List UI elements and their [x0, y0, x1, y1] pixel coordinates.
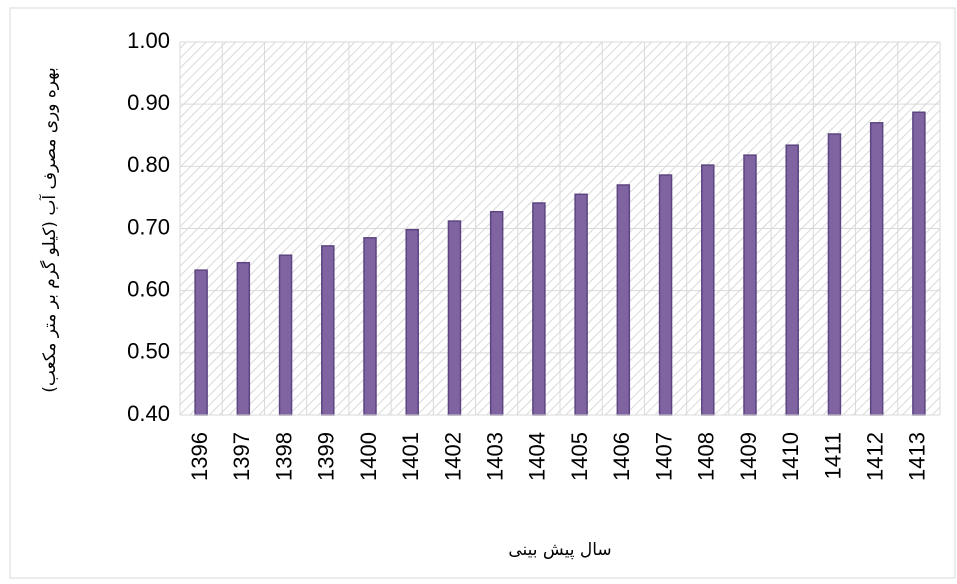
- x-axis-title: سال پیش بینی: [508, 540, 611, 560]
- y-tick-label: 0.50: [127, 339, 170, 364]
- bar: [278, 254, 293, 416]
- bar: [658, 174, 673, 416]
- bar: [236, 261, 251, 416]
- bar: [701, 164, 715, 416]
- bar: [194, 269, 208, 416]
- bar: [363, 237, 377, 416]
- bar: [785, 144, 799, 416]
- bar: [321, 245, 335, 416]
- y-axis-title: بهره وری مصرف آب (کیلو گرم بر متر مکعب): [38, 67, 60, 392]
- x-tick-label: 1410: [778, 432, 803, 481]
- x-tick-label: 1411: [820, 432, 845, 479]
- x-tick-label: 1405: [567, 432, 592, 481]
- x-tick-label: 1403: [482, 432, 507, 481]
- bar: [912, 111, 926, 416]
- bar: [447, 220, 462, 416]
- x-tick-label: 1397: [229, 432, 254, 481]
- y-tick-label: 1.00: [127, 28, 170, 53]
- y-tick-label: 0.70: [127, 214, 170, 239]
- bar: [743, 154, 757, 416]
- y-tick-label: 0.80: [127, 152, 170, 177]
- bar: [489, 210, 504, 416]
- x-tick-label: 1413: [905, 432, 930, 481]
- bar: [405, 228, 419, 416]
- x-tick-label: 1396: [187, 432, 212, 481]
- y-tick-label: 0.40: [127, 401, 170, 426]
- x-tick-label: 1401: [398, 432, 423, 481]
- x-tick-label: 1399: [314, 432, 339, 481]
- y-tick-label: 0.90: [127, 90, 170, 115]
- y-tick-label: 0.60: [127, 276, 170, 301]
- x-tick-label: 1400: [356, 432, 381, 481]
- x-tick-label: 1412: [862, 432, 887, 481]
- x-tick-label: 1398: [271, 432, 296, 481]
- x-tick-label: 1409: [736, 432, 761, 481]
- bar: [616, 184, 631, 416]
- bar: [532, 202, 546, 416]
- x-tick-label: 1402: [440, 432, 465, 481]
- x-tick-label: 1404: [525, 432, 550, 481]
- bar: [827, 133, 842, 416]
- x-tick-label: 1406: [609, 432, 634, 481]
- bar: [869, 122, 884, 416]
- x-tick-label: 1407: [651, 432, 676, 481]
- x-tick-label: 1408: [694, 432, 719, 481]
- bar: [574, 193, 588, 416]
